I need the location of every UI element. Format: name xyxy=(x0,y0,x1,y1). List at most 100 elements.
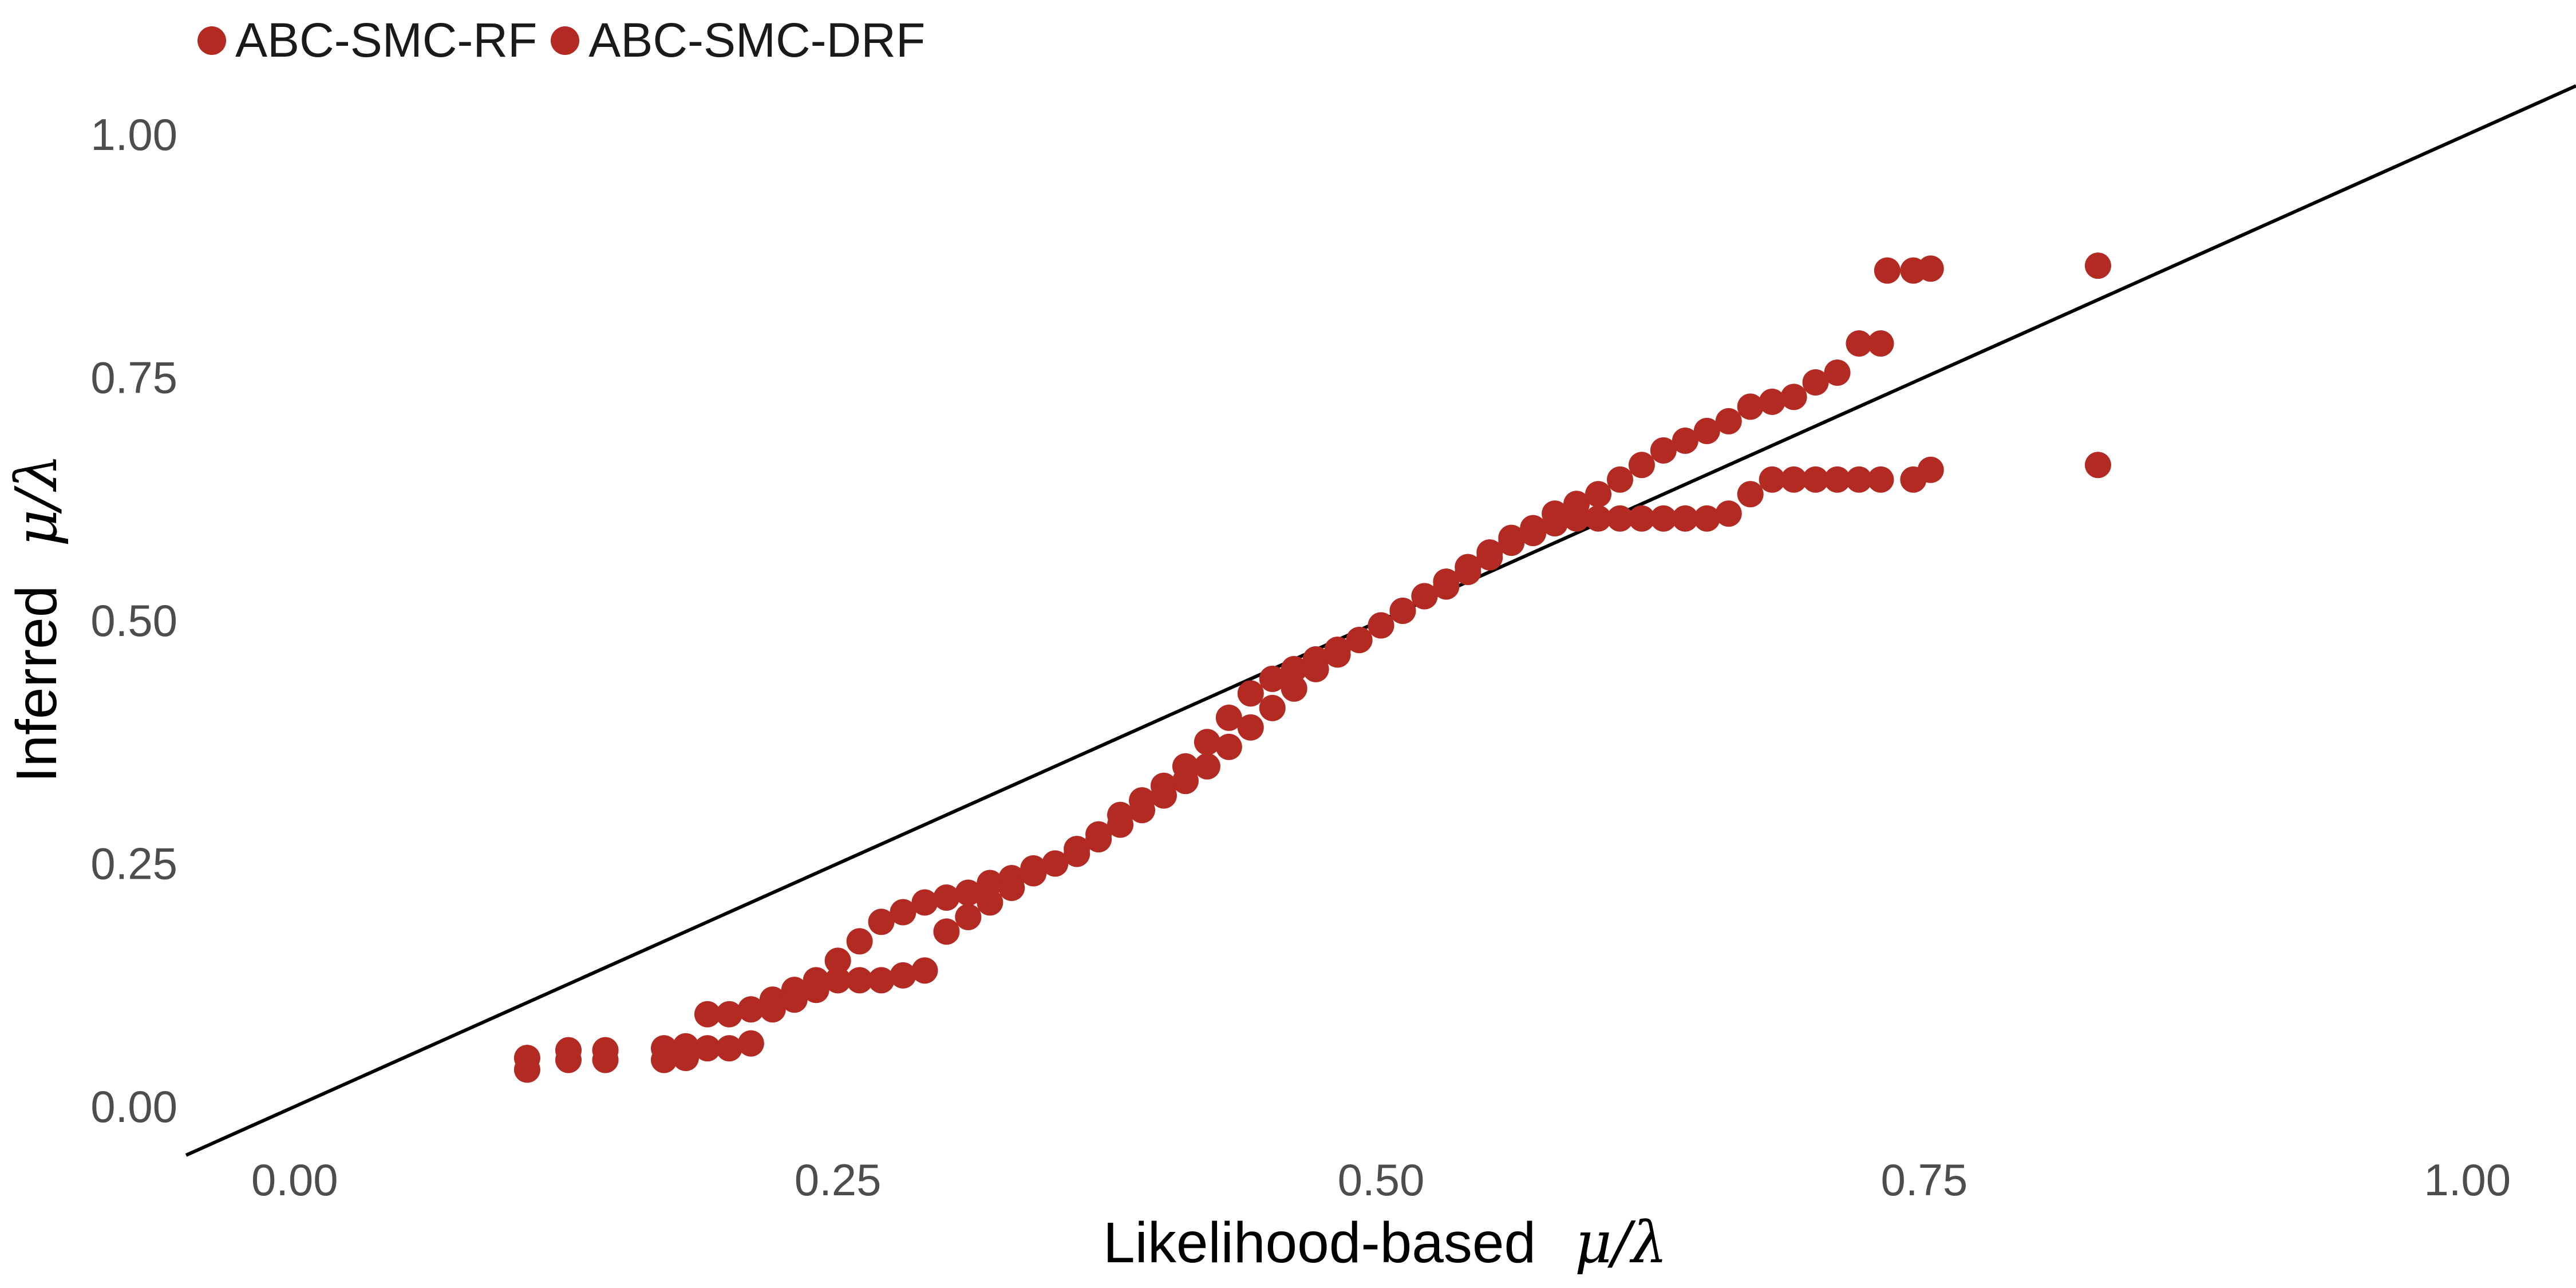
data-point xyxy=(1194,753,1220,780)
y-tick-label: 0.75 xyxy=(90,352,177,402)
data-point xyxy=(1368,612,1394,639)
data-point xyxy=(1650,505,1677,532)
data-point xyxy=(824,947,851,974)
data-point xyxy=(1585,481,1612,508)
data-point xyxy=(1085,826,1112,853)
data-point xyxy=(955,903,982,930)
data-point xyxy=(911,957,938,984)
legend-marker-rf xyxy=(197,26,226,55)
data-point xyxy=(998,875,1025,901)
y-axis-ticks: 0.00 0.25 0.50 0.75 1.00 xyxy=(90,109,177,1132)
data-point xyxy=(1563,505,1590,532)
x-axis-title: Likelihood-based μ/λ xyxy=(1103,1209,1668,1276)
data-point xyxy=(1759,388,1785,415)
points-layer xyxy=(513,252,2111,1083)
y-tick-label: 0.25 xyxy=(90,839,177,889)
data-point xyxy=(1715,408,1742,434)
data-point xyxy=(890,962,916,989)
data-point xyxy=(1215,733,1242,760)
data-point xyxy=(1693,505,1720,532)
x-tick-label: 0.25 xyxy=(795,1155,882,1205)
data-point xyxy=(1846,330,1872,357)
data-point xyxy=(1346,626,1373,653)
series-abc-smc-drf xyxy=(513,452,2111,1083)
x-tick-label: 0.75 xyxy=(1880,1155,1967,1205)
y-axis-title: Inferred μ/λ xyxy=(3,454,70,783)
data-point xyxy=(1802,466,1829,493)
data-point xyxy=(1802,369,1829,396)
data-point xyxy=(955,879,982,906)
x-axis-ticks: 0.00 0.25 0.50 0.75 1.00 xyxy=(251,1155,2511,1205)
x-axis-title-text: Likelihood-based xyxy=(1103,1211,1536,1275)
data-point xyxy=(803,977,829,1003)
data-point xyxy=(1672,505,1698,532)
data-point xyxy=(1389,598,1416,625)
data-point xyxy=(694,1035,721,1062)
data-point xyxy=(1476,544,1503,571)
data-point xyxy=(1107,811,1134,838)
data-point xyxy=(1759,466,1785,493)
data-point xyxy=(911,889,938,916)
x-tick-label: 0.00 xyxy=(251,1155,338,1205)
data-point xyxy=(1542,510,1568,537)
data-point xyxy=(1628,452,1655,479)
data-point xyxy=(1672,427,1698,454)
data-point xyxy=(1607,466,1633,493)
data-point xyxy=(2085,452,2111,479)
data-point xyxy=(1064,840,1091,867)
data-point xyxy=(1824,359,1851,386)
data-point xyxy=(1737,393,1764,420)
data-point xyxy=(737,1030,764,1057)
x-tick-label: 1.00 xyxy=(2424,1155,2511,1205)
legend-label-rf: ABC-SMC-RF xyxy=(235,13,538,67)
legend: ABC-SMC-RF ABC-SMC-DRF xyxy=(197,13,939,68)
data-point xyxy=(1874,257,1901,284)
data-point xyxy=(1628,505,1655,532)
data-point xyxy=(1737,481,1764,508)
data-point xyxy=(868,967,895,994)
data-point xyxy=(651,1046,677,1073)
data-point xyxy=(1302,655,1329,682)
legend-item-rf: ABC-SMC-RF xyxy=(197,13,537,68)
data-point xyxy=(1281,655,1307,682)
data-point xyxy=(1259,665,1286,692)
data-point xyxy=(716,1035,742,1062)
data-point xyxy=(824,967,851,994)
y-axis-title-text: Inferred xyxy=(5,586,69,783)
data-point xyxy=(1237,714,1264,741)
data-point xyxy=(737,996,764,1023)
y-tick-label: 0.00 xyxy=(90,1081,177,1132)
data-point xyxy=(933,884,960,911)
data-point xyxy=(868,908,895,935)
data-point xyxy=(513,1056,540,1083)
data-point xyxy=(781,986,808,1013)
data-point xyxy=(694,1001,721,1028)
data-point xyxy=(2085,252,2111,279)
x-tick-label: 0.50 xyxy=(1338,1155,1425,1205)
data-point xyxy=(672,1045,699,1072)
data-point xyxy=(1585,505,1612,532)
data-point xyxy=(759,996,786,1023)
data-point xyxy=(1411,583,1438,610)
data-point xyxy=(1259,694,1286,721)
data-point xyxy=(1324,641,1351,668)
data-point xyxy=(846,928,873,955)
data-point xyxy=(890,899,916,926)
data-point xyxy=(1020,860,1047,887)
data-point xyxy=(1455,559,1481,586)
data-point xyxy=(1194,729,1220,756)
y-tick-label: 1.00 xyxy=(90,109,177,160)
data-point xyxy=(1917,255,1944,282)
data-point xyxy=(1917,456,1944,483)
data-point xyxy=(1150,782,1177,809)
data-point xyxy=(1715,500,1742,527)
y-axis-title-symbol: μ/λ xyxy=(3,454,70,547)
x-axis-title-symbol: μ/λ xyxy=(1575,1209,1668,1276)
legend-marker-drf xyxy=(551,26,580,55)
data-point xyxy=(1433,573,1460,600)
data-point xyxy=(1281,675,1307,702)
data-point xyxy=(846,967,873,994)
data-point xyxy=(977,870,1003,896)
data-point xyxy=(1650,437,1677,464)
